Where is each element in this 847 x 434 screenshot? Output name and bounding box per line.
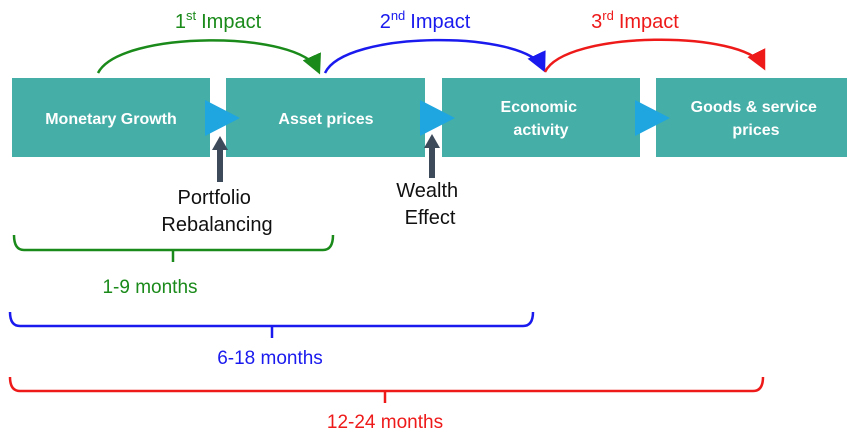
driver-line: Portfolio xyxy=(178,187,251,209)
num: 1 xyxy=(175,11,186,33)
word: Impact xyxy=(201,11,261,33)
arrow-shaft xyxy=(217,148,223,182)
sup: nd xyxy=(391,8,405,23)
timeframe-label: 1-9 months xyxy=(102,277,197,298)
stage-line: activity xyxy=(513,122,568,139)
impact-arc xyxy=(543,38,766,73)
flow-triangles xyxy=(205,100,670,136)
driver-line: Rebalancing xyxy=(161,214,272,236)
stage-box xyxy=(226,78,425,157)
flow-triangle xyxy=(205,100,240,136)
impact-label: 2nd Impact xyxy=(380,8,471,33)
word: Impact xyxy=(410,11,470,33)
stage-box xyxy=(12,78,210,157)
stage-line: Goods & service xyxy=(691,99,817,116)
num: 2 xyxy=(380,11,391,33)
stage-label: Monetary Growth xyxy=(45,111,177,128)
stage-label: Asset prices xyxy=(278,111,373,128)
flow-triangle xyxy=(420,100,455,136)
stage-boxes xyxy=(12,78,847,157)
timeframe-label: 6-18 months xyxy=(217,348,323,369)
stage-box xyxy=(656,78,847,157)
num: 3 xyxy=(591,11,602,33)
impact-arc xyxy=(323,38,546,74)
impact-label: 1st Impact xyxy=(175,8,262,33)
bracket xyxy=(8,311,535,338)
driver-line: Wealth xyxy=(396,180,458,202)
driver-label: Portfolio Rebalancing xyxy=(161,187,272,236)
arrow-head xyxy=(424,134,440,148)
impact-arc xyxy=(96,39,321,75)
timeframe-label: 12-24 months xyxy=(327,412,443,433)
sup: st xyxy=(186,8,197,23)
arrow-shaft xyxy=(429,146,435,178)
brackets xyxy=(8,234,765,403)
bracket xyxy=(12,234,335,262)
driver-arrows xyxy=(212,134,440,182)
impact-label: 3rd Impact xyxy=(591,8,679,33)
stage-label: Economic activity xyxy=(501,99,582,139)
impact-arcs xyxy=(96,38,766,75)
flow-triangle xyxy=(635,100,670,136)
driver-label: Wealth Effect xyxy=(396,180,463,229)
stage-line: Economic xyxy=(501,99,578,116)
arrow-head xyxy=(212,136,228,150)
stage-label: Goods & service prices xyxy=(691,99,822,139)
stage-box xyxy=(442,78,640,157)
sup: rd xyxy=(602,8,614,23)
driver-line: Effect xyxy=(405,207,456,229)
word: Impact xyxy=(619,11,679,33)
stage-line: prices xyxy=(732,122,779,139)
bracket xyxy=(8,376,765,403)
